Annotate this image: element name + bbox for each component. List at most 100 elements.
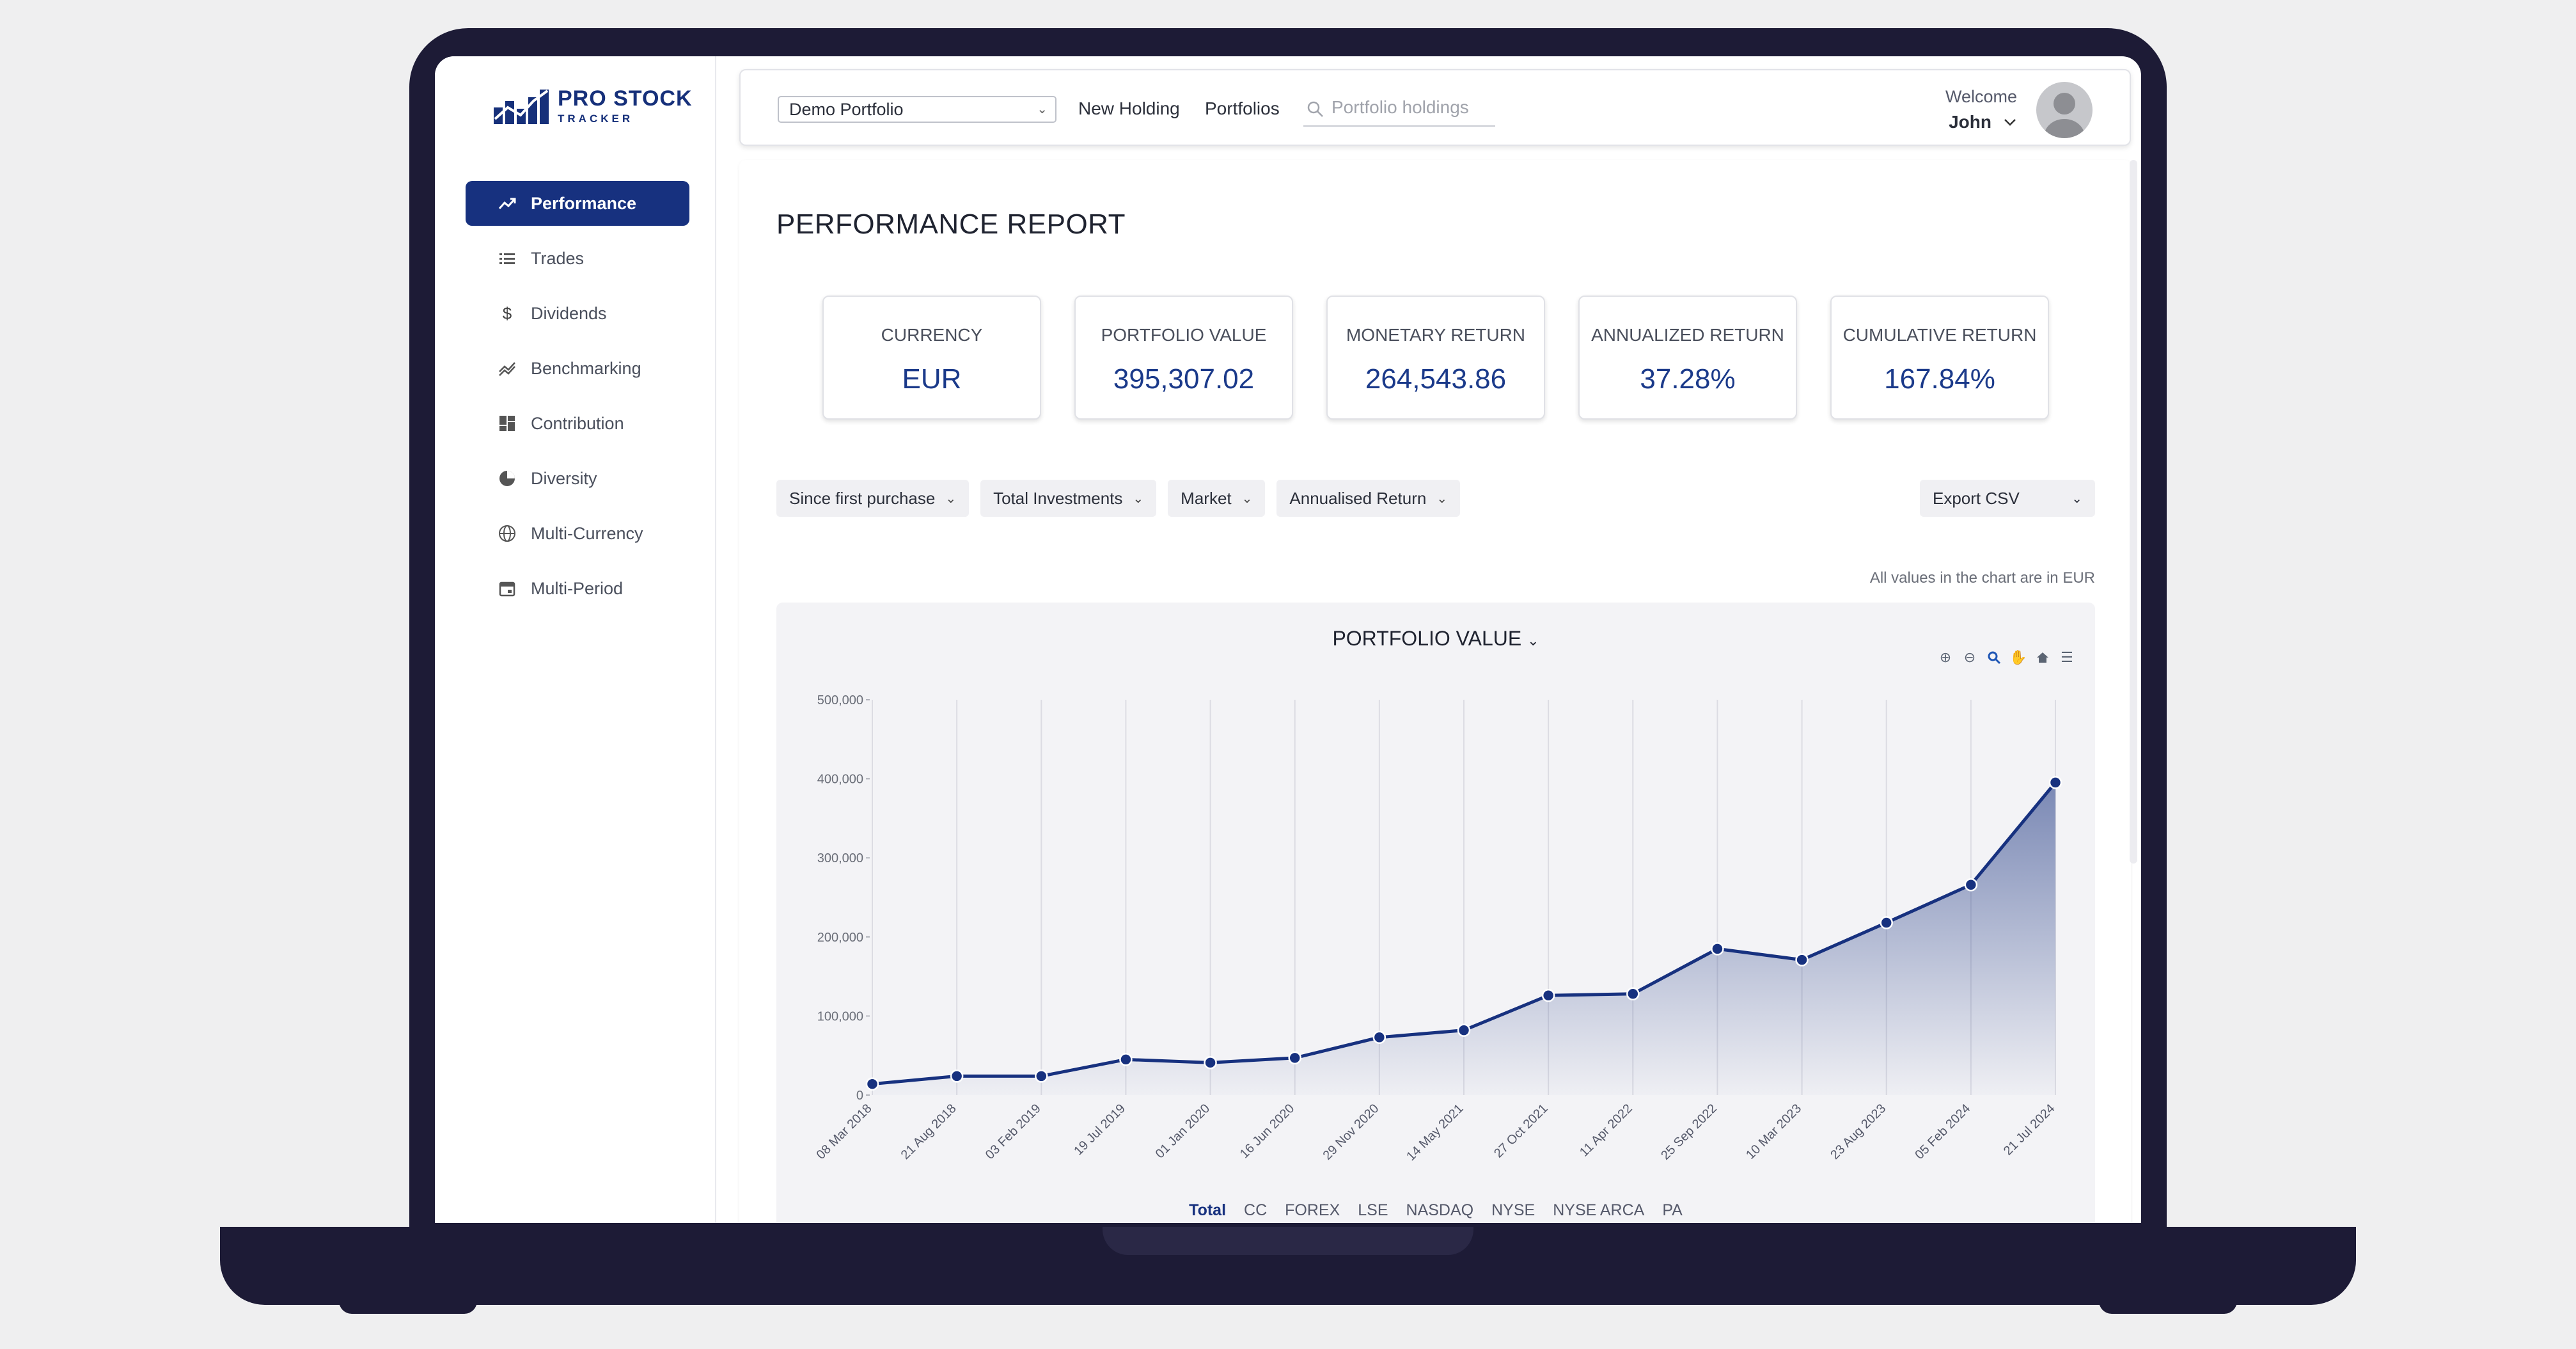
portfolio-select-value: Demo Portfolio bbox=[789, 100, 904, 119]
search-input[interactable] bbox=[1331, 97, 1491, 118]
summary-cards: CURRENCY EUR PORTFOLIO VALUE 395,307.02 … bbox=[822, 296, 2049, 420]
legend-item-forex[interactable]: FOREX bbox=[1285, 1201, 1340, 1219]
data-point bbox=[1964, 878, 1978, 892]
legend-item-lse[interactable]: LSE bbox=[1358, 1201, 1388, 1219]
filter-label: Since first purchase bbox=[789, 488, 936, 508]
export-label: Export CSV bbox=[1933, 488, 2020, 508]
logo[interactable]: PRO STOCK TRACKER bbox=[492, 86, 693, 125]
filter-label: Total Investments bbox=[993, 488, 1123, 508]
data-point bbox=[1711, 942, 1724, 956]
x-tick-label: 19 Jul 2019 bbox=[1071, 1101, 1128, 1158]
user-avatar-icon bbox=[2044, 93, 2085, 138]
sidebar-item-label: Trades bbox=[531, 248, 585, 268]
export-csv-button[interactable]: Export CSV ⌄ bbox=[1920, 480, 2095, 517]
zoom-out-icon[interactable]: ⊖ bbox=[1963, 649, 1976, 665]
card-value: 395,307.02 bbox=[1113, 363, 1255, 395]
chevron-down-icon: ⌄ bbox=[1241, 491, 1253, 506]
card-label: CUMULATIVE RETURN bbox=[1842, 325, 2037, 345]
portfolio-select[interactable]: Demo Portfolio ⌄ bbox=[778, 96, 1056, 123]
list-icon bbox=[498, 249, 517, 268]
sidebar-item-performance[interactable]: Performance bbox=[466, 181, 689, 226]
sidebar-item-multi-period[interactable]: Multi-Period bbox=[466, 566, 689, 611]
laptop-foot-right bbox=[2099, 1298, 2237, 1314]
main-content: PERFORMANCE REPORT CURRENCY EUR PORTFOLI… bbox=[739, 160, 2131, 1223]
data-point bbox=[1457, 1023, 1471, 1037]
data-point bbox=[1288, 1051, 1301, 1065]
period-filter-dropdown[interactable]: Since first purchase ⌄ bbox=[776, 480, 970, 517]
filter-bar: Since first purchase ⌄ Total Investments… bbox=[776, 480, 1461, 517]
x-tick-label: 23 Aug 2023 bbox=[1828, 1101, 1889, 1162]
data-point bbox=[1880, 916, 1893, 929]
data-point bbox=[1119, 1053, 1133, 1066]
globe-icon bbox=[498, 524, 517, 543]
x-tick-label: 29 Nov 2020 bbox=[1321, 1101, 1382, 1163]
chevron-down-icon: ⌄ bbox=[1527, 633, 1539, 649]
new-holding-link[interactable]: New Holding bbox=[1078, 99, 1180, 118]
x-tick-label: 27 Oct 2021 bbox=[1491, 1101, 1551, 1161]
laptop-notch bbox=[1103, 1227, 1473, 1255]
x-tick-label: 21 Jul 2024 bbox=[2001, 1101, 2058, 1158]
sidebar-item-label: Contribution bbox=[531, 413, 624, 433]
x-tick-label: 03 Feb 2019 bbox=[983, 1101, 1044, 1162]
card-cumulative-return: CUMULATIVE RETURN 167.84% bbox=[1830, 296, 2049, 420]
portfolios-link[interactable]: Portfolios bbox=[1205, 99, 1280, 118]
investments-filter-dropdown[interactable]: Total Investments ⌄ bbox=[980, 480, 1157, 517]
chart-note: All values in the chart are in EUR bbox=[1869, 569, 2095, 587]
sidebar-item-label: Performance bbox=[531, 193, 637, 213]
data-point bbox=[1795, 953, 1809, 966]
sidebar-item-trades[interactable]: Trades bbox=[466, 236, 689, 281]
sidebar-item-contribution[interactable]: Contribution bbox=[466, 401, 689, 446]
legend-item-pa[interactable]: PA bbox=[1662, 1201, 1683, 1219]
trend-up-icon bbox=[498, 194, 517, 213]
card-label: PORTFOLIO VALUE bbox=[1101, 325, 1267, 345]
card-monetary-return: MONETARY RETURN 264,543.86 bbox=[1326, 296, 1545, 420]
return-type-filter-dropdown[interactable]: Annualised Return ⌄ bbox=[1276, 480, 1461, 517]
legend-item-nasdaq[interactable]: NASDAQ bbox=[1406, 1201, 1474, 1219]
y-tick-label: 0 bbox=[856, 1089, 863, 1103]
user-menu[interactable]: Welcome John bbox=[1945, 87, 2017, 132]
avatar[interactable] bbox=[2036, 82, 2093, 138]
pan-hand-icon[interactable]: ✋ bbox=[2009, 649, 2027, 665]
market-filter-dropdown[interactable]: Market ⌄ bbox=[1168, 480, 1266, 517]
data-point bbox=[1035, 1069, 1048, 1083]
logo-text-primary: PRO STOCK bbox=[558, 86, 693, 111]
card-label: CURRENCY bbox=[881, 325, 983, 345]
user-name: John bbox=[1949, 112, 1991, 132]
menu-icon[interactable]: ☰ bbox=[2061, 649, 2073, 665]
sidebar-item-label: Multi-Currency bbox=[531, 523, 643, 543]
x-tick-label: 01 Jan 2020 bbox=[1153, 1101, 1213, 1161]
chevron-down-icon: ⌄ bbox=[1436, 491, 1448, 506]
chevron-down-icon: ⌄ bbox=[1133, 491, 1144, 506]
sidebar-item-label: Benchmarking bbox=[531, 358, 641, 378]
search-box bbox=[1303, 93, 1495, 127]
sidebar-item-diversity[interactable]: Diversity bbox=[466, 456, 689, 501]
pie-icon bbox=[498, 469, 517, 488]
scrollbar[interactable] bbox=[2130, 160, 2137, 864]
x-tick-label: 16 Jun 2020 bbox=[1237, 1101, 1297, 1161]
card-currency: CURRENCY EUR bbox=[822, 296, 1041, 420]
sidebar-item-dividends[interactable]: $ Dividends bbox=[466, 291, 689, 336]
card-label: MONETARY RETURN bbox=[1346, 325, 1526, 345]
zoom-in-icon[interactable]: ⊕ bbox=[1939, 649, 1952, 665]
chart-panel: 0 100,000 200,000 300,000 400,000 500,000 08 M… bbox=[776, 603, 2095, 1223]
sidebar-item-benchmarking[interactable]: Benchmarking bbox=[466, 346, 689, 391]
sidebar-item-label: Dividends bbox=[531, 303, 607, 323]
legend-item-nyse[interactable]: NYSE bbox=[1491, 1201, 1535, 1219]
zoom-select-icon[interactable] bbox=[1985, 649, 2003, 667]
legend-item-nyse-arca[interactable]: NYSE ARCA bbox=[1553, 1201, 1645, 1219]
series-area-total bbox=[872, 782, 2055, 1095]
legend-item-cc[interactable]: CC bbox=[1244, 1201, 1268, 1219]
y-tick-label: 400,000 bbox=[817, 773, 863, 787]
chevron-down-icon: ⌄ bbox=[1037, 102, 1048, 116]
legend-item-total[interactable]: Total bbox=[1189, 1201, 1227, 1219]
benchmark-icon bbox=[498, 359, 517, 378]
sidebar-nav: Performance Trades $ Dividends Benchmark… bbox=[466, 181, 689, 621]
logo-text-secondary: TRACKER bbox=[558, 112, 634, 125]
search-icon bbox=[1307, 101, 1323, 117]
chart-legend: Total CC FOREX LSE NASDAQ NYSE NYSE ARCA… bbox=[776, 1201, 2095, 1220]
logo-icon bbox=[494, 90, 549, 124]
card-value: 264,543.86 bbox=[1365, 363, 1507, 395]
chart-title-dropdown[interactable]: PORTFOLIO VALUE ⌄ bbox=[776, 627, 2095, 651]
sidebar-item-multi-currency[interactable]: Multi-Currency bbox=[466, 511, 689, 556]
reset-home-icon[interactable] bbox=[2034, 649, 2052, 667]
